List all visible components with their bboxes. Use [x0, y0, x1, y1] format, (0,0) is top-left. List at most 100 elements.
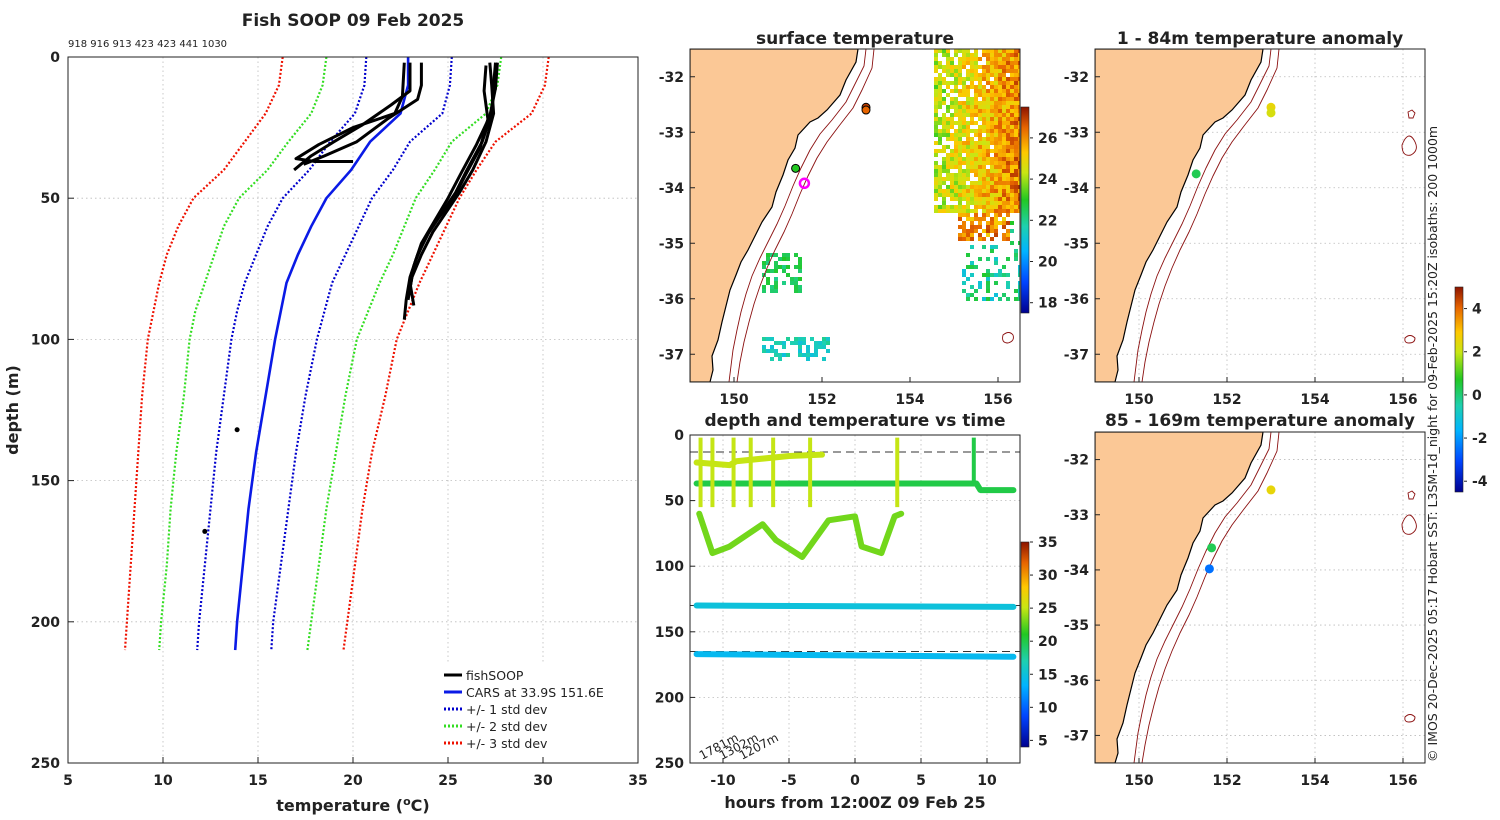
profile-xtick-label: 5	[63, 773, 73, 789]
sst-pixel	[962, 181, 966, 185]
sst-pixel	[934, 185, 938, 189]
sst-pixel	[1002, 225, 1006, 229]
anomaly-deep-land	[1095, 432, 1264, 763]
sst-pixel	[1006, 97, 1010, 101]
legend-std2: +/- 2 std dev	[466, 719, 548, 734]
sst-pixel	[934, 121, 938, 125]
sst-pixel	[970, 161, 974, 165]
sst-pixel	[978, 109, 982, 113]
sst-pixel	[970, 285, 974, 289]
sst-pixel	[982, 141, 986, 145]
sst-pixel	[806, 357, 810, 361]
sst-pixel	[1018, 141, 1020, 145]
sst-pixel	[986, 177, 990, 181]
sst-pixel	[790, 341, 794, 345]
sst-pixel	[950, 189, 954, 193]
sst-pixel	[1006, 229, 1010, 233]
anomaly-shallow-ytick-label: -35	[1064, 236, 1089, 252]
sst-pixel	[970, 129, 974, 133]
sst-pixel	[946, 145, 950, 149]
sst-pixel	[962, 233, 966, 237]
sst-pixel	[1014, 117, 1018, 121]
sst-pixel	[986, 221, 990, 225]
sst-pixel	[950, 73, 954, 77]
std3-minus-line	[123, 57, 284, 651]
sst-pixel	[966, 229, 970, 233]
sst-pixel	[994, 129, 998, 133]
sst-pixel	[950, 177, 954, 181]
depth-time-ytick-label: 0	[674, 428, 684, 444]
anomaly-shallow-point-1	[1266, 108, 1276, 118]
sst-pixel	[946, 153, 950, 157]
sst-pixel	[974, 205, 978, 209]
sst-pixel	[958, 149, 962, 153]
sst-pixel	[986, 61, 990, 65]
profile-xtick-label: 15	[248, 773, 267, 789]
sst-pixel	[1018, 157, 1020, 161]
sst-title: surface temperature	[756, 29, 954, 49]
sst-pixel	[938, 193, 942, 197]
sst-pixel	[942, 89, 946, 93]
sst-pixel	[1006, 49, 1010, 53]
sst-pixel	[970, 181, 974, 185]
sst-pixel	[998, 69, 1002, 73]
sst-pixel	[1006, 77, 1010, 81]
sst-pixel	[974, 97, 978, 101]
sst-pixel	[942, 197, 946, 201]
sst-pixel	[970, 65, 974, 69]
sst-pixel	[946, 73, 950, 77]
sst-pixel	[954, 133, 958, 137]
sst-pixel	[978, 177, 982, 181]
depth-time-colorbar-tick-label: 25	[1038, 601, 1057, 617]
sst-pixel	[998, 201, 1002, 205]
sst-pixel	[950, 105, 954, 109]
sst-pixel	[1010, 101, 1014, 105]
sst-pixel	[962, 173, 966, 177]
sst-xtick-label: 152	[807, 392, 836, 408]
sst-pixel	[954, 73, 958, 77]
sst-pixel	[950, 61, 954, 65]
sst-pixel	[962, 213, 966, 217]
sst-magenta-ring	[798, 177, 811, 190]
profile-xtick-label: 20	[343, 773, 363, 789]
sst-pixel	[986, 181, 990, 185]
sst-pixel	[942, 177, 946, 181]
sst-pixel	[962, 133, 966, 137]
profile-xtick-label: 35	[628, 773, 647, 789]
sst-pixel	[1010, 113, 1014, 117]
sst-pixel	[1006, 69, 1010, 73]
sst-pixel	[1010, 241, 1014, 245]
sst-pixel	[990, 89, 994, 93]
sst-pixel	[1010, 169, 1014, 173]
sst-pixel	[934, 53, 938, 57]
sst-pixel	[966, 277, 970, 281]
sst-pixel	[958, 169, 962, 173]
sst-pixel	[1006, 233, 1010, 237]
sst-pixel	[938, 169, 942, 173]
depth-time-ytick-label: 200	[655, 690, 684, 706]
sst-pixel	[998, 105, 1002, 109]
profile-ytick-label: 250	[31, 756, 60, 772]
sst-pixel	[1002, 265, 1006, 269]
anomaly-colorbar-tick-label: 4	[1472, 302, 1482, 318]
profile-panel: Fish SOOP 09 Feb 2025 918 916 913 423 42…	[3, 11, 648, 815]
sst-pixel	[1014, 201, 1018, 205]
sst-pixel	[762, 285, 766, 289]
sst-pixel	[1002, 125, 1006, 129]
sst-pixel	[1006, 201, 1010, 205]
sst-colorbar-tick-label: 20	[1038, 255, 1058, 271]
sst-pixel	[962, 221, 966, 225]
anomaly-colorbar	[1454, 286, 1464, 493]
sst-pixel	[762, 265, 766, 269]
sst-pixel	[770, 269, 774, 273]
anomaly-deep-xtick-label: 152	[1212, 773, 1241, 789]
sst-pixel	[798, 269, 802, 273]
sst-pixel	[938, 121, 942, 125]
sst-pixel	[766, 253, 770, 257]
sst-pixel	[966, 85, 970, 89]
sst-colorbar-tick-label: 26	[1038, 131, 1057, 147]
sst-pixel	[1006, 297, 1010, 301]
anomaly-shallow-ytick-label: -32	[1064, 70, 1089, 86]
depth-time-colorbar-tick-label: 10	[1038, 700, 1058, 716]
sst-pixel	[982, 245, 986, 249]
